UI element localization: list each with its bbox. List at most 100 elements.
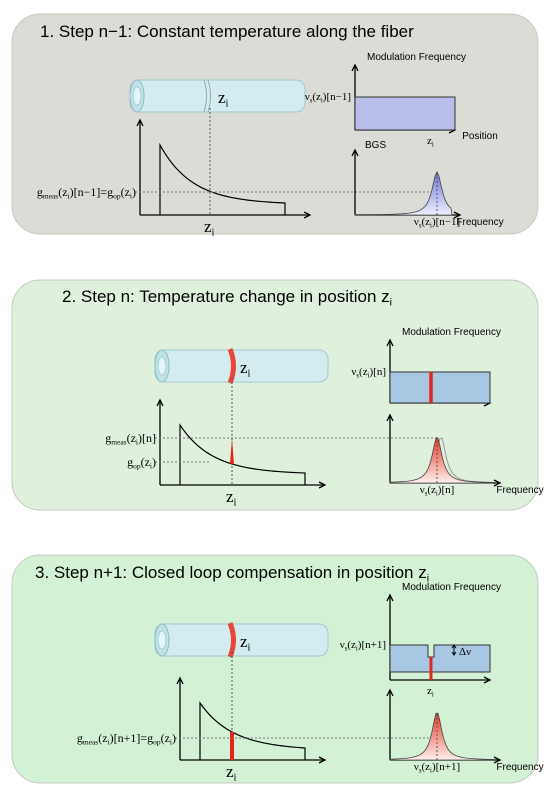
hot-spot [227,348,236,384]
subscript: i [234,498,237,509]
text-part: )[n+1] [432,761,460,773]
text-part: (z [161,731,170,745]
x-label: Frequency [496,485,543,496]
fiber-core [132,86,142,106]
text-part: )[n−1]=g [70,185,114,199]
text-part: g [127,455,133,469]
subscript: s [425,490,428,497]
fiber-core [157,356,167,376]
arrow-head [386,413,502,487]
text-part: ν [414,216,419,228]
value-label: νs(zi)[n] [351,366,386,379]
modulation-title: Modulation Frequency [367,52,466,63]
modulation-title: Modulation Frequency [402,327,501,338]
fiber-mark [203,79,211,113]
x-label: Position [462,131,498,142]
subscript: i [248,369,251,380]
subscript: i [226,99,229,110]
subscript: i [390,297,392,309]
text-part: (z [141,455,150,469]
bgs-title: BGS [365,140,386,151]
text-part: z [226,762,234,781]
text-part: z [427,135,432,147]
text-part: g [105,431,111,445]
peak-label: νs(zi)[n+1] [414,761,460,774]
level-label: gmeas(zi)[n+1]=gop(zi) [77,731,176,747]
text-part: (z [421,761,430,773]
axis-label: zi [204,217,215,239]
subscript: i [432,141,434,148]
bgs-curve [389,437,493,484]
fiber-label: zi [218,88,229,110]
text-part: g [37,185,43,199]
subscript: i [212,228,215,239]
subscript: i [68,192,70,201]
arrow-head [386,688,502,764]
subscript: s [345,645,348,652]
decay-curve [159,142,286,215]
text-part: z [427,685,432,697]
text-part: ) [172,731,176,745]
text-part: 3. Step n+1: Closed loop compensation in… [35,563,427,582]
text-part: )[n+1] [358,639,386,651]
panel [11,554,539,784]
delta-label: Δν [459,646,471,658]
subscript: meas [111,438,126,447]
axis [139,120,310,216]
decay-curve [199,701,306,760]
peak-label: νs(zi)[n] [420,484,455,497]
text-part: 2. Step n: Temperature change in positio… [62,287,390,306]
fiber-label: zi [240,358,251,380]
panel-title: 1. Step n−1: Constant temperature along … [40,22,414,41]
text-part: z [218,88,226,107]
panel-title: 2. Step n: Temperature change in positio… [62,287,392,309]
text-part: (z [347,639,356,651]
subscript: i [170,738,172,747]
modulation-title: Modulation Frequency [402,582,501,593]
subscript: i [108,738,110,747]
panel [11,279,539,511]
level-label: gop(zi) [127,455,156,471]
arrow-head [156,398,327,489]
subscript: i [150,462,152,471]
arrow-head [386,593,492,684]
text-part: g [77,731,83,745]
text-part: (z [312,91,321,103]
fiber-core [157,630,167,650]
text-part: (z [58,185,67,199]
text-part: )[n] [138,431,156,445]
value-label: νs(zi)[n+1] [340,639,386,652]
modulation-band [354,96,456,131]
modulation-band [389,371,491,404]
bgs-curve [389,712,493,761]
subscript: i [356,645,358,652]
level-label: gmeas(zi)[n−1]=gop(zi) [37,185,136,201]
axis [159,400,325,486]
text-part: ) [152,455,156,469]
subscript: op [113,192,121,201]
position-label: zi [427,135,434,148]
x-label: Frequency [456,217,503,228]
text-part: ν [340,639,345,651]
text-part: ν [414,761,419,773]
subscript: i [427,573,429,585]
subscript: i [430,767,432,774]
panel-title: 3. Step n+1: Closed loop compensation in… [35,563,429,585]
x-label: Frequency [496,762,543,773]
subscript: s [419,222,422,229]
subscript: op [153,738,161,747]
text-part: )[n−1] [432,216,460,228]
subscript: i [136,438,138,447]
text-part: ν [351,366,356,378]
subscript: i [321,97,323,104]
axis [179,678,325,761]
subscript: i [368,372,370,379]
subscript: s [356,372,359,379]
axis-label: zi [226,487,237,509]
text-part: (z [121,185,130,199]
temperature-spike [230,438,234,465]
arrow-head [351,148,462,219]
text-part: (z [421,216,430,228]
position-label: zi [427,685,434,698]
hot-spot [227,622,236,658]
